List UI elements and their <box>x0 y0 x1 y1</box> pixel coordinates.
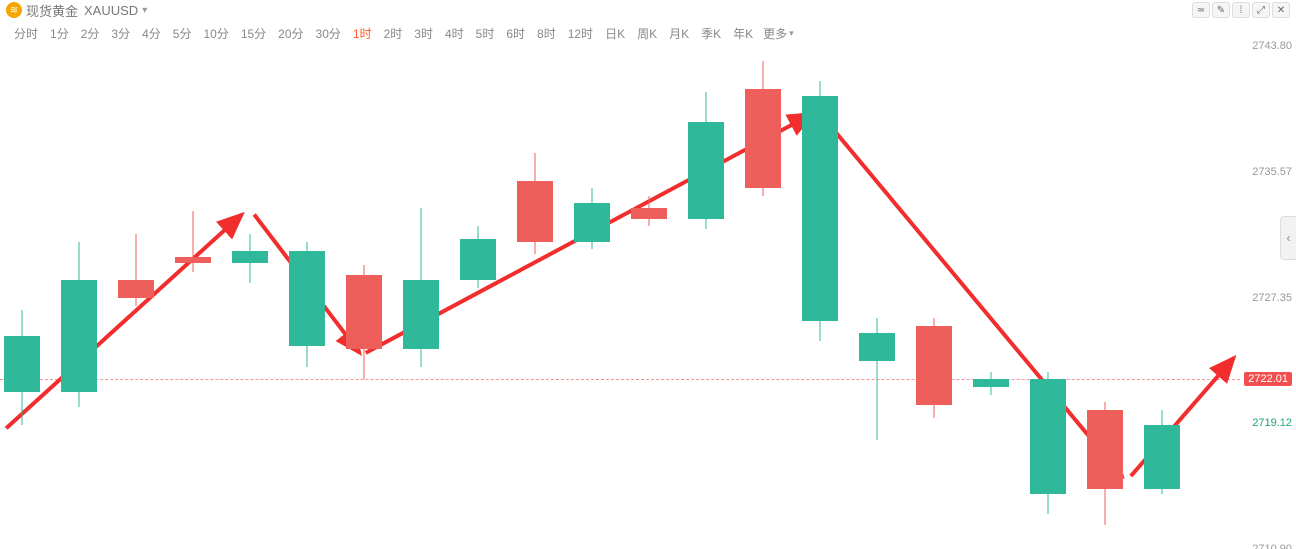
candle[interactable] <box>745 46 781 549</box>
pencil-icon[interactable]: ✎ <box>1212 2 1230 18</box>
candle[interactable] <box>1144 46 1180 549</box>
price-tick: 2735.57 <box>1252 166 1292 178</box>
candle[interactable] <box>1030 46 1066 549</box>
timeframe-5分[interactable]: 5分 <box>167 25 198 42</box>
candle[interactable] <box>916 46 952 549</box>
candle[interactable] <box>631 46 667 549</box>
header-toolbar: ≃ ✎ ⁞ ⤢ ✕ <box>1192 2 1290 18</box>
symbol-code: XAUUSD <box>84 3 138 18</box>
chart-header: ≋ 现货黄金 XAUUSD ▾ <box>0 0 1296 20</box>
candle[interactable] <box>403 46 439 549</box>
timeframe-月K[interactable]: 月K <box>663 25 695 42</box>
candle[interactable] <box>175 46 211 549</box>
timeframe-20分[interactable]: 20分 <box>272 25 309 42</box>
timeframe-2分[interactable]: 2分 <box>75 25 106 42</box>
timeframe-12时[interactable]: 12时 <box>562 25 599 42</box>
timeframe-4分[interactable]: 4分 <box>136 25 167 42</box>
timeframe-1分[interactable]: 1分 <box>44 25 75 42</box>
current-price-badge: 2722.01 <box>1244 372 1292 386</box>
timeframe-4时[interactable]: 4时 <box>439 25 470 42</box>
candle[interactable] <box>4 46 40 549</box>
expand-side-tab[interactable]: ‹ <box>1280 216 1296 260</box>
plot-area[interactable] <box>0 46 1240 549</box>
timeframe-3分[interactable]: 3分 <box>105 25 136 42</box>
candle[interactable] <box>517 46 553 549</box>
candle[interactable] <box>973 46 1009 549</box>
timeframe-年K[interactable]: 年K <box>727 25 759 42</box>
line-chart-icon[interactable]: ≃ <box>1192 2 1210 18</box>
candle[interactable] <box>688 46 724 549</box>
timeframe-15分[interactable]: 15分 <box>235 25 272 42</box>
expand-icon[interactable]: ⤢ <box>1252 2 1270 18</box>
timeframe-3时[interactable]: 3时 <box>408 25 439 42</box>
symbol-icon: ≋ <box>6 2 22 18</box>
candles-icon[interactable]: ⁞ <box>1232 2 1250 18</box>
candle[interactable] <box>1087 46 1123 549</box>
timeframe-8时[interactable]: 8时 <box>531 25 562 42</box>
symbol-title: 现货黄金 <box>26 1 78 20</box>
candle[interactable] <box>859 46 895 549</box>
timeframe-6时[interactable]: 6时 <box>500 25 531 42</box>
candle[interactable] <box>232 46 268 549</box>
timeframe-日K[interactable]: 日K <box>599 25 631 42</box>
price-tick: 2710.90 <box>1252 543 1292 549</box>
price-tick: 2727.35 <box>1252 292 1292 304</box>
timeframe-1时[interactable]: 1时 <box>347 25 378 42</box>
timeframe-2时[interactable]: 2时 <box>378 25 409 42</box>
candle[interactable] <box>574 46 610 549</box>
timeframe-more[interactable]: 更多▾ <box>759 25 798 42</box>
candle[interactable] <box>118 46 154 549</box>
candle[interactable] <box>802 46 838 549</box>
timeframe-30分[interactable]: 30分 <box>310 25 347 42</box>
price-axis: 2743.802735.572727.352719.122710.902722.… <box>1240 46 1296 549</box>
symbol-dropdown-icon[interactable]: ▾ <box>142 5 147 16</box>
candle[interactable] <box>289 46 325 549</box>
timeframe-周K[interactable]: 周K <box>631 25 663 42</box>
close-icon[interactable]: ✕ <box>1272 2 1290 18</box>
candle[interactable] <box>346 46 382 549</box>
timeframe-5时[interactable]: 5时 <box>470 25 501 42</box>
candle[interactable] <box>460 46 496 549</box>
timeframe-季K[interactable]: 季K <box>695 25 727 42</box>
timeframe-row: 分时1分2分3分4分5分10分15分20分30分1时2时3时4时5时6时8时12… <box>0 22 1296 44</box>
timeframe-分时[interactable]: 分时 <box>8 25 44 42</box>
chart-area: 2743.802735.572727.352719.122710.902722.… <box>0 46 1296 549</box>
price-tick: 2743.80 <box>1252 40 1292 52</box>
candle[interactable] <box>61 46 97 549</box>
timeframe-10分[interactable]: 10分 <box>197 25 234 42</box>
price-label-green: 2719.12 <box>1252 417 1292 429</box>
